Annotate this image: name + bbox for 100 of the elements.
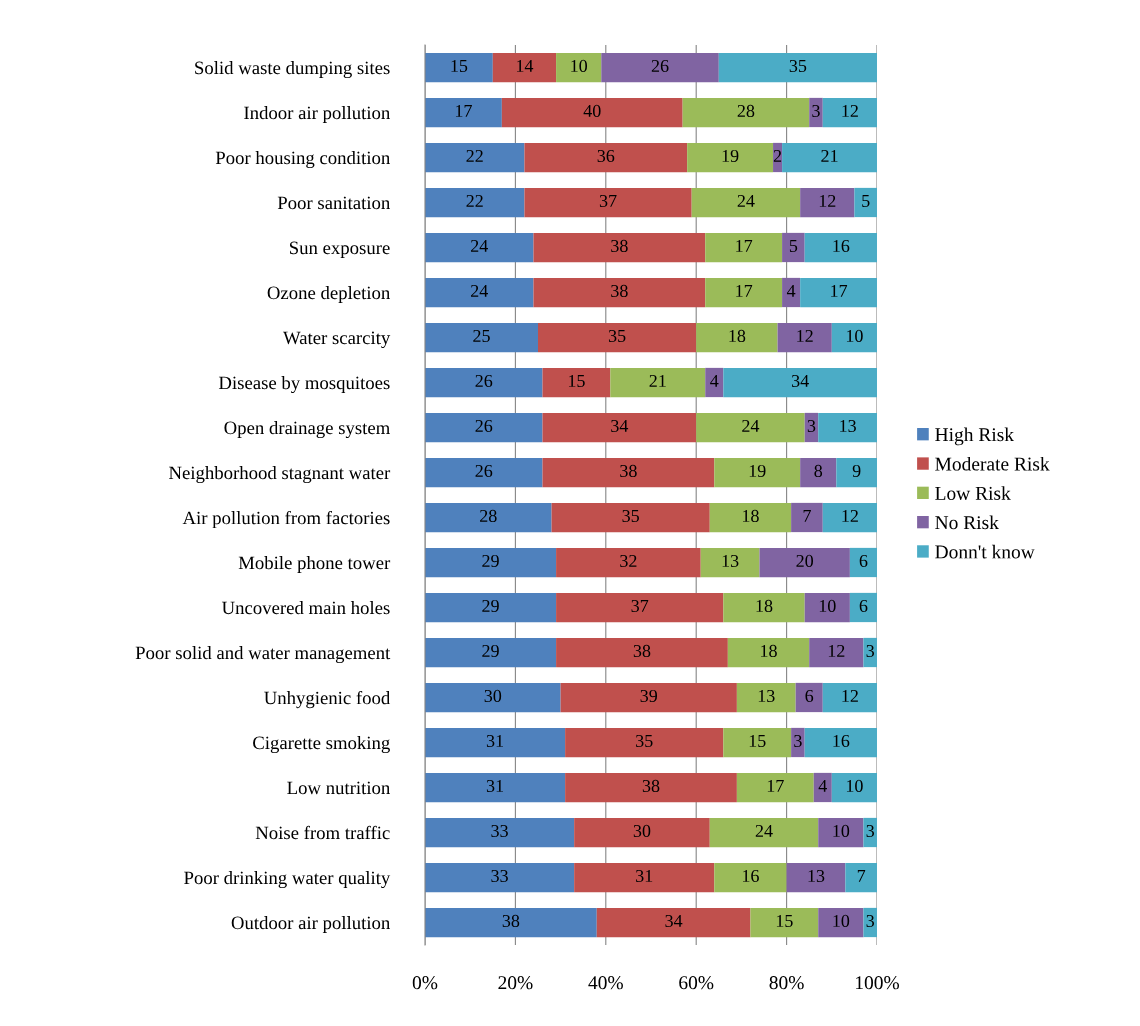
- bar: [782, 232, 805, 263]
- data-label: 18: [756, 599, 773, 613]
- bar: [863, 907, 877, 938]
- data-label: 20: [796, 554, 814, 568]
- bar: [425, 322, 538, 353]
- data-label: 38: [642, 779, 660, 793]
- legend-label: High Risk: [935, 427, 1015, 446]
- bar: [524, 187, 692, 218]
- x-tick-label: 100%: [856, 976, 900, 990]
- bar: [565, 772, 737, 803]
- y-tick-label: Poor drinking water quality: [184, 870, 391, 889]
- bar: [565, 727, 724, 758]
- bar: [425, 682, 561, 713]
- data-label: 16: [833, 734, 850, 748]
- data-label: 3: [794, 734, 802, 748]
- data-label: 4: [710, 374, 719, 387]
- data-label: 24: [755, 824, 773, 837]
- data-label: 29: [482, 599, 499, 613]
- bar: [800, 457, 837, 488]
- y-tick-label: Indoor air pollution: [244, 105, 390, 123]
- y-tick-label: Open drainage system: [224, 420, 390, 439]
- data-label: 16: [833, 239, 850, 253]
- y-tick-label: Solid waste dumping sites: [195, 60, 390, 79]
- data-label: 38: [611, 239, 628, 253]
- bar: [425, 592, 557, 623]
- y-tick-label: Cigarette smoking: [253, 735, 390, 754]
- data-label: 35: [622, 509, 639, 523]
- bar: [845, 862, 877, 893]
- bar: [556, 592, 724, 623]
- data-label: 21: [821, 149, 838, 162]
- bar: [601, 52, 719, 83]
- bar: [425, 502, 552, 533]
- bar: [800, 277, 877, 308]
- bar: [425, 412, 543, 443]
- bar: [425, 637, 557, 668]
- bar: [777, 322, 832, 353]
- data-label: 17: [831, 284, 848, 297]
- data-label: 38: [620, 464, 637, 478]
- bar: [736, 772, 814, 803]
- bar: [682, 97, 810, 128]
- data-label: 12: [842, 104, 858, 117]
- x-tick-label: 80%: [769, 976, 804, 990]
- data-label: 31: [486, 734, 503, 748]
- data-label: 24: [471, 284, 488, 297]
- bar: [551, 502, 710, 533]
- bar: [822, 502, 877, 533]
- data-label: 12: [819, 194, 836, 207]
- data-label: 6: [859, 554, 868, 568]
- bar: [492, 52, 557, 83]
- bar: [795, 682, 823, 713]
- bar: [714, 457, 801, 488]
- bar: [849, 547, 877, 578]
- bar: [831, 772, 877, 803]
- bar: [542, 367, 611, 398]
- legend-label: Donn't know: [935, 544, 1035, 559]
- data-label: 12: [797, 329, 813, 342]
- bar: [750, 907, 819, 938]
- data-label: 3: [807, 419, 816, 433]
- bar: [524, 142, 688, 173]
- data-label: 9: [852, 464, 861, 478]
- x-tick-label: 20%: [498, 976, 533, 990]
- data-label: 10: [846, 779, 863, 793]
- bar: [782, 142, 877, 173]
- data-label: 15: [568, 374, 585, 388]
- bar: [556, 547, 701, 578]
- bar: [786, 862, 846, 893]
- legend-label: Moderate Risk: [935, 456, 1050, 471]
- data-label: 3: [812, 104, 820, 118]
- data-label: 15: [776, 914, 793, 928]
- data-label: 10: [819, 599, 836, 613]
- data-label: 34: [792, 374, 809, 388]
- x-tick-label: 40%: [588, 976, 623, 990]
- bar: [822, 97, 877, 128]
- bar: [718, 52, 877, 83]
- y-tick-label: Unhygienic food: [264, 690, 391, 709]
- data-label: 14: [517, 59, 534, 72]
- data-label: 17: [455, 104, 472, 117]
- bar: [863, 637, 877, 668]
- bar: [687, 142, 774, 173]
- bar: [723, 592, 805, 623]
- data-label: 32: [620, 554, 637, 568]
- data-label: 17: [767, 779, 784, 792]
- y-tick-label: Low nutrition: [287, 781, 390, 795]
- bar: [813, 772, 832, 803]
- bar: [709, 817, 819, 848]
- data-label: 10: [571, 59, 588, 73]
- bar: [705, 232, 783, 263]
- bar: [818, 907, 864, 938]
- data-label: 13: [840, 419, 856, 433]
- data-label: 13: [722, 554, 739, 568]
- data-label: 40: [583, 104, 601, 118]
- data-label: 6: [859, 599, 868, 613]
- bar: [836, 457, 877, 488]
- bar: [831, 322, 877, 353]
- y-tick-label: Uncovered main holes: [221, 600, 390, 615]
- bar: [714, 862, 787, 893]
- y-tick-label: Noise from traffic: [255, 825, 390, 840]
- data-label: 22: [466, 149, 483, 162]
- data-label: 7: [857, 870, 866, 882]
- data-label: 25: [473, 329, 490, 343]
